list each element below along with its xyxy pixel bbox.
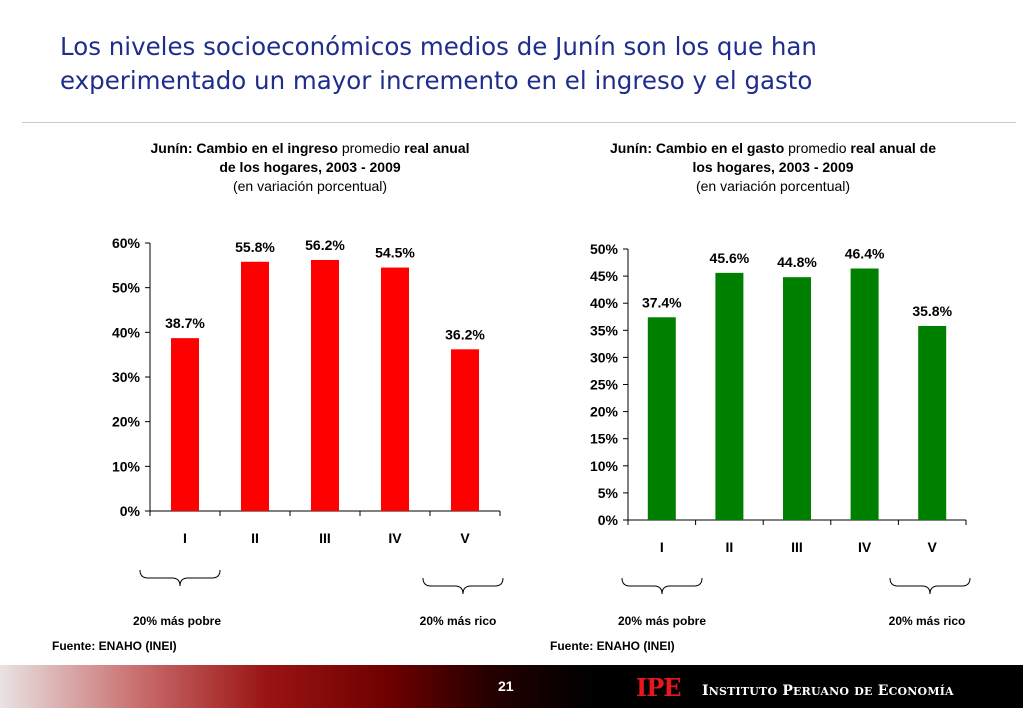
- income-y-tick-label: 0%: [120, 503, 141, 519]
- spending-y-tick-label: 20%: [590, 404, 619, 420]
- inst-w2-rest: ERUANO: [793, 685, 850, 698]
- inst-w4-rest: CONOMÍA: [888, 685, 954, 698]
- spending-bar-III: [783, 277, 811, 520]
- inst-w1-cap: I: [702, 683, 709, 699]
- income-value-label-III: 56.2%: [305, 237, 345, 253]
- spending-y-tick-label: 10%: [590, 458, 619, 474]
- spending-bar-II: [715, 272, 744, 520]
- spending-source: Fuente: ENAHO (INEI): [550, 639, 675, 653]
- income-category-label-II: II: [251, 530, 259, 546]
- spending-y-tick-label: 45%: [590, 268, 619, 284]
- spending-chart-title: Junín: Cambio en el gasto promedio real …: [548, 139, 998, 196]
- spending-y-tick-label: 40%: [590, 295, 619, 311]
- income-title-bold1: Junín: Cambio en el ingreso: [150, 140, 338, 156]
- inst-w3: DE: [854, 685, 873, 698]
- spending-y-tick-label: 5%: [598, 485, 619, 501]
- income-chart-title-line1: Junín: Cambio en el ingreso promedio rea…: [60, 139, 560, 158]
- spending-chart-title-line1: Junín: Cambio en el gasto promedio real …: [548, 139, 998, 158]
- spending-value-label-II: 45.6%: [710, 250, 750, 266]
- income-value-label-II: 55.8%: [235, 239, 275, 255]
- institute-name: INSTITUTO PERUANO DE ECONOMÍA: [702, 683, 954, 699]
- income-value-label-V: 36.2%: [445, 326, 485, 342]
- income-y-tick-label: 10%: [112, 458, 141, 474]
- spending-y-tick-label: 50%: [590, 241, 619, 257]
- spending-value-label-IV: 46.4%: [845, 246, 885, 262]
- slide-title-line1: Los niveles socioeconómicos medios de Ju…: [60, 32, 817, 61]
- income-value-label-I: 38.7%: [165, 315, 205, 331]
- income-brace-right: [422, 577, 504, 595]
- income-bar-V: [451, 349, 479, 511]
- income-title-bold2: real anual: [404, 140, 470, 156]
- spending-category-label-III: III: [791, 539, 803, 555]
- spending-bar-I: [647, 317, 676, 520]
- inst-w2-cap: P: [782, 683, 794, 699]
- spending-poorest-label: 20% más pobre: [617, 614, 707, 628]
- inst-w1-rest: NSTITUTO: [708, 685, 778, 698]
- income-y-tick-label: 40%: [112, 324, 141, 340]
- income-chart-title-line3: (en variación porcentual): [232, 178, 388, 194]
- income-poorest-label: 20% más pobre: [132, 614, 222, 628]
- spending-y-tick-label: 0%: [598, 512, 619, 528]
- spending-bar-V: [918, 325, 947, 520]
- income-bar-I: [171, 338, 199, 511]
- spending-value-label-V: 35.8%: [912, 303, 952, 319]
- page-number: 21: [498, 678, 514, 694]
- spending-category-label-I: I: [660, 539, 664, 555]
- income-y-tick-label: 50%: [112, 280, 141, 296]
- spending-title-normal: promedio: [784, 140, 851, 156]
- spending-richest-label: 20% más rico: [888, 614, 966, 628]
- inst-w4-cap: E: [877, 683, 889, 699]
- spending-chart-title-line3: (en variación porcentual): [695, 178, 851, 194]
- spending-brace-left: [621, 577, 703, 595]
- income-category-label-IV: IV: [388, 530, 402, 546]
- income-y-tick-label: 30%: [112, 369, 141, 385]
- income-bar-III: [311, 259, 339, 511]
- spending-title-bold2: real anual de: [850, 140, 936, 156]
- income-source: Fuente: ENAHO (INEI): [52, 639, 177, 653]
- spending-category-label-V: V: [928, 539, 938, 555]
- spending-bar-IV: [850, 268, 879, 520]
- income-y-tick-label: 60%: [112, 235, 141, 251]
- income-chart-title-line2: de los hogares, 2003 - 2009: [219, 159, 401, 175]
- income-bar-II: [241, 261, 269, 511]
- footer-bar: [0, 665, 1023, 708]
- spending-category-label-II: II: [726, 539, 734, 555]
- spending-category-label-IV: IV: [858, 539, 872, 555]
- spending-value-label-III: 44.8%: [777, 254, 817, 270]
- income-chart-title: Junín: Cambio en el ingreso promedio rea…: [60, 139, 560, 196]
- title-divider: [22, 122, 1016, 123]
- slide-title-line2: experimentado un mayor incremento en el …: [60, 66, 813, 95]
- ipe-logo: IPE: [636, 673, 682, 702]
- income-category-label-V: V: [460, 530, 470, 546]
- income-category-label-III: III: [319, 530, 331, 546]
- spending-chart-title-line2: los hogares, 2003 - 2009: [692, 159, 854, 175]
- spending-title-bold1: Junín: Cambio en el gasto: [610, 140, 785, 156]
- income-value-label-IV: 54.5%: [375, 245, 415, 261]
- spending-y-tick-label: 35%: [590, 322, 619, 338]
- income-brace-left: [139, 569, 221, 587]
- spending-value-label-I: 37.4%: [642, 294, 682, 310]
- income-title-normal: promedio: [337, 140, 405, 156]
- spending-y-tick-label: 15%: [590, 431, 619, 447]
- income-y-tick-label: 20%: [112, 414, 141, 430]
- spending-y-tick-label: 25%: [590, 377, 619, 393]
- spending-brace-right: [889, 577, 971, 595]
- income-richest-label: 20% más rico: [419, 614, 497, 628]
- slide-title: Los niveles socioeconómicos medios de Ju…: [60, 30, 1000, 98]
- income-category-label-I: I: [183, 530, 187, 546]
- spending-y-tick-label: 30%: [590, 349, 619, 365]
- income-bar-IV: [381, 267, 409, 511]
